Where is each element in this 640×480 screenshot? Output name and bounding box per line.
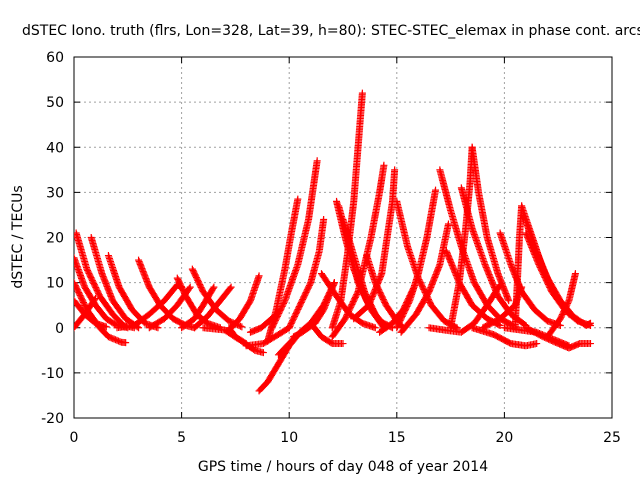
series-arc-10 (145, 283, 194, 332)
series-arc-17 (225, 272, 263, 334)
series-arc-51 (522, 229, 594, 329)
series-arc-21 (264, 195, 302, 345)
y-tick-label: 20 (46, 231, 64, 247)
data-point (185, 284, 193, 292)
series-arc-24 (285, 215, 328, 332)
data-point (571, 270, 579, 278)
data-point (74, 254, 78, 262)
data-point (92, 294, 100, 302)
data-point (505, 297, 513, 305)
data-point (586, 340, 594, 348)
data-point (122, 339, 130, 347)
data-point (533, 340, 541, 348)
x-tick-label: 15 (388, 430, 406, 446)
tick-labels: 0 5 10 15 20 25 -20 -10 0 10 20 30 40 50 60 (41, 50, 621, 446)
y-tick-label: -10 (41, 366, 64, 382)
data-point (186, 283, 194, 291)
y-tick-label: 30 (46, 185, 64, 201)
data-point (74, 279, 78, 287)
series-arc-12 (188, 265, 246, 331)
data-point (391, 166, 399, 174)
series-arc-38 (397, 220, 452, 336)
series-arc-53 (543, 270, 579, 341)
data-point (339, 340, 347, 348)
data-point (330, 279, 338, 287)
x-tick-label: 20 (495, 430, 513, 446)
data-point (521, 321, 529, 329)
series-arc-22 (268, 157, 321, 332)
series-arc-13 (178, 283, 218, 332)
data-point (565, 342, 573, 350)
series-arc-43 (468, 143, 513, 305)
data-point (313, 157, 321, 165)
y-tick-label: 50 (46, 95, 64, 111)
data-point (259, 349, 267, 357)
data-point (380, 161, 388, 169)
x-tick-label: 10 (280, 430, 298, 446)
y-tick-label: 0 (55, 321, 64, 337)
data-point (102, 323, 110, 331)
x-axis-label: GPS time / hours of day 048 of year 2014 (198, 459, 488, 475)
series-arc-14 (191, 283, 235, 332)
series-arc-32 (328, 161, 388, 341)
series-arc-36 (393, 197, 461, 332)
data-point (353, 289, 361, 297)
data-point (452, 323, 460, 331)
y-tick-label: -20 (41, 411, 64, 427)
y-tick-label: 10 (46, 276, 64, 292)
series-arc-6 (87, 234, 143, 332)
series-arc-37 (393, 186, 440, 332)
chart-title: dSTEC Iono. truth (flrs, Lon=328, Lat=39… (22, 23, 640, 39)
series-layer (74, 89, 594, 395)
data-point (209, 284, 217, 292)
y-tick-label: 40 (46, 140, 64, 156)
series-arc-5 (74, 297, 110, 331)
series-arc-50 (520, 211, 594, 329)
data-point (320, 215, 328, 223)
data-point (371, 324, 379, 332)
series-arc-26 (307, 319, 347, 348)
series-arc-48 (511, 202, 526, 332)
data-point (358, 89, 366, 97)
data-point (91, 296, 99, 304)
data-point (236, 322, 244, 330)
series-arc-2 (74, 229, 138, 332)
data-point (227, 283, 235, 291)
data-point (294, 195, 302, 203)
data-point (444, 220, 452, 228)
data-point (210, 283, 218, 291)
series-arc-54 (500, 324, 573, 350)
data-point (238, 323, 246, 331)
data-point (496, 321, 504, 329)
data-point (432, 186, 440, 194)
series-arc-33 (350, 166, 399, 323)
data-point (586, 321, 594, 329)
y-axis-label: dSTEC / TECUs (10, 185, 26, 288)
x-tick-label: 5 (177, 430, 186, 446)
data-point (255, 272, 263, 280)
y-tick-label: 60 (46, 50, 64, 66)
x-tick-label: 25 (603, 430, 621, 446)
data-point (226, 284, 234, 292)
x-tick-label: 0 (70, 430, 79, 446)
series-arc-45 (468, 324, 541, 350)
